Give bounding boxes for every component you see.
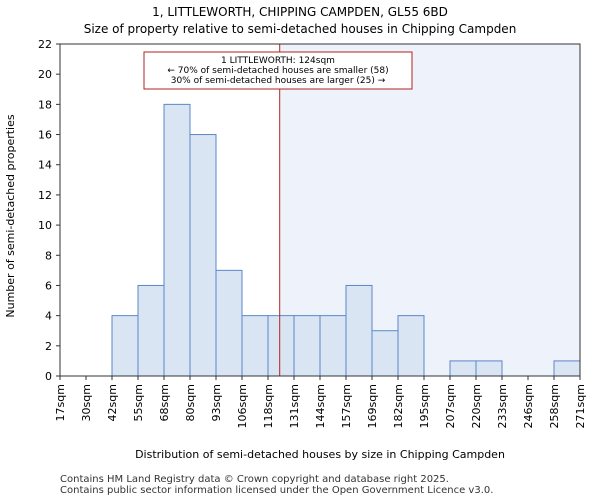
- x-tick-label: 195sqm: [418, 384, 431, 428]
- histogram-chart: 1, LITTLEWORTH, CHIPPING CAMPDEN, GL55 6…: [4, 5, 587, 461]
- y-axis: 0 2 4 6 8 10 12 14 16 18 20 22: [38, 38, 60, 383]
- x-tick-label: 220sqm: [470, 384, 483, 428]
- x-tick-label: 207sqm: [444, 384, 457, 428]
- y-tick-label: 8: [45, 249, 52, 262]
- x-tick-label: 55sqm: [132, 384, 145, 421]
- property-annotation: 1 LITTLEWORTH: 124sqm ← 70% of semi-deta…: [143, 51, 413, 90]
- x-tick-label: 182sqm: [392, 384, 405, 428]
- bar-207sqm: [449, 360, 477, 377]
- y-tick-label: 10: [38, 219, 52, 232]
- bar-68sqm: [163, 103, 191, 377]
- x-tick-label: 246sqm: [522, 384, 535, 428]
- bar-144sqm: [319, 315, 347, 377]
- chart-title: 1, LITTLEWORTH, CHIPPING CAMPDEN, GL55 6…: [152, 5, 448, 19]
- bar-131sqm: [293, 315, 321, 377]
- x-tick-label: 169sqm: [366, 384, 379, 428]
- x-tick-label: 93sqm: [210, 384, 223, 421]
- y-tick-label: 20: [38, 68, 52, 81]
- x-tick-label: 131sqm: [288, 384, 301, 428]
- x-tick-label: 271sqm: [574, 384, 587, 428]
- plot-area: 0 2 4 6 8 10 12 14 16 18 20 22 17sqm 30sqm 42sqm 55sqm…: [38, 38, 587, 428]
- bar-157sqm: [345, 284, 373, 377]
- y-tick-label: 16: [38, 129, 52, 142]
- y-tick-label: 12: [38, 189, 52, 202]
- x-tick-label: 68sqm: [158, 384, 171, 421]
- bar-258sqm: [553, 360, 581, 377]
- footer-line-2: Contains public sector information licen…: [60, 485, 494, 496]
- y-tick-label: 0: [45, 370, 52, 383]
- y-tick-label: 2: [45, 340, 52, 353]
- annotation-box: [143, 51, 413, 90]
- bar-169sqm: [371, 330, 399, 377]
- footer-line-1: Contains HM Land Registry data © Crown c…: [60, 474, 449, 485]
- x-tick-label: 80sqm: [184, 384, 197, 421]
- y-tick-label: 6: [45, 279, 52, 292]
- bar-118sqm: [267, 315, 295, 377]
- bar-220sqm: [475, 360, 503, 377]
- y-tick-label: 14: [38, 159, 52, 172]
- y-axis-label: Number of semi-detached properties: [4, 114, 17, 317]
- x-tick-label: 144sqm: [314, 384, 327, 428]
- bar-42sqm: [111, 315, 139, 377]
- annotation-line-2: ← 70% of semi-detached houses are smalle…: [167, 66, 388, 76]
- x-tick-label: 42sqm: [106, 384, 119, 421]
- x-tick-label: 233sqm: [496, 384, 509, 428]
- x-axis-label: Distribution of semi-detached houses by …: [135, 448, 505, 461]
- bar-80sqm: [189, 134, 217, 377]
- y-tick-label: 4: [45, 310, 52, 323]
- x-tick-label: 17sqm: [54, 384, 67, 421]
- bar-93sqm: [215, 269, 243, 377]
- x-tick-label: 30sqm: [80, 384, 93, 421]
- y-tick-label: 22: [38, 38, 52, 51]
- x-tick-label: 258sqm: [548, 384, 561, 428]
- annotation-line-1: 1 LITTLEWORTH: 124sqm: [221, 56, 335, 66]
- y-tick-label: 18: [38, 98, 52, 111]
- x-tick-label: 118sqm: [262, 384, 275, 428]
- annotation-line-3: 30% of semi-detached houses are larger (…: [171, 76, 386, 86]
- x-axis: 17sqm 30sqm 42sqm 55sqm 68sqm 80sqm 93sqm 106sq…: [54, 376, 587, 428]
- bars: [111, 103, 581, 377]
- bar-106sqm: [241, 315, 269, 377]
- bar-182sqm: [397, 315, 425, 377]
- x-tick-label: 106sqm: [236, 384, 249, 428]
- x-tick-label: 157sqm: [340, 384, 353, 428]
- bar-55sqm: [137, 284, 165, 377]
- chart-subtitle: Size of property relative to semi-detach…: [84, 22, 517, 36]
